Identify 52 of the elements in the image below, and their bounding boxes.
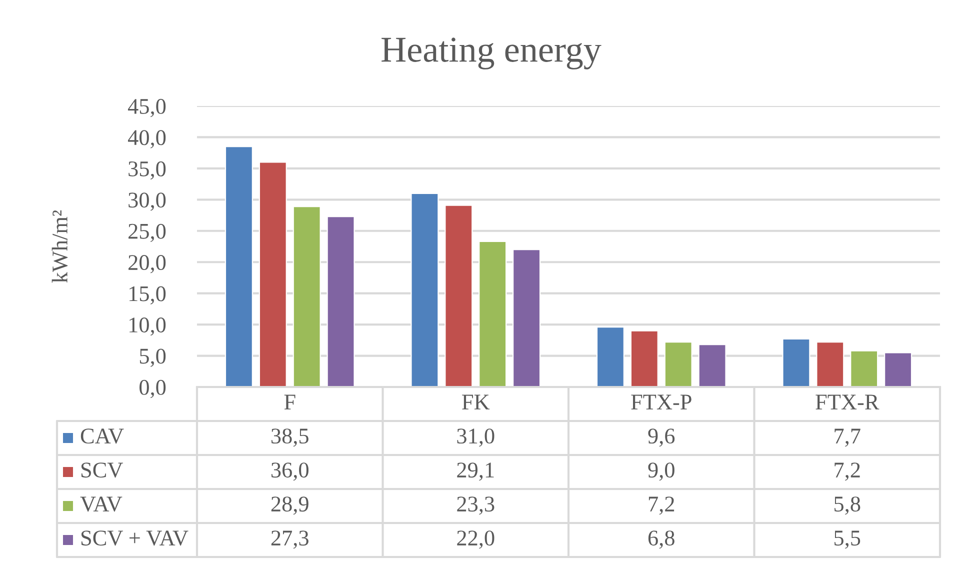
y-tick-label: 15,0 — [130, 286, 166, 304]
y-tick-label: 5,0 — [140, 348, 166, 367]
legend-label: CAV — [80, 428, 124, 444]
data-label: 22,0 — [457, 530, 494, 549]
legend-label: SCV — [81, 462, 123, 478]
data-label: 23,3 — [457, 496, 494, 515]
bar — [596, 326, 624, 387]
data-label: 7,7 — [834, 428, 860, 447]
chart-title: Heating energy — [382, 38, 602, 70]
bar — [224, 146, 253, 387]
y-tick-label: 20,0 — [128, 255, 166, 274]
bar — [630, 330, 658, 387]
y-tick-label: 45,0 — [128, 98, 166, 118]
x-tick-label: FTX-P — [631, 394, 692, 410]
y-axis-title: kWh/m² — [52, 210, 68, 283]
y-tick-label: 0,0 — [140, 380, 166, 398]
bar — [258, 162, 287, 387]
bar — [782, 338, 810, 387]
legend-label: SCV + VAV — [81, 530, 188, 546]
data-label: 31,0 — [457, 428, 494, 447]
data-label: 27,3 — [271, 530, 308, 549]
y-tick-label: 30,0 — [128, 192, 166, 211]
data-label: 7,2 — [834, 462, 860, 481]
bar — [326, 216, 355, 387]
y-tick-label: 25,0 — [128, 224, 166, 242]
y-tick-label: 35,0 — [128, 161, 166, 180]
data-label: 9,0 — [648, 462, 674, 481]
bar — [884, 352, 912, 387]
y-tick-label: 10,0 — [130, 317, 166, 336]
x-tick-label: FK — [462, 394, 490, 410]
data-label: 5,8 — [834, 496, 860, 515]
data-label: 36,0 — [271, 462, 308, 481]
data-label: 38,5 — [271, 428, 308, 447]
bar — [512, 249, 541, 387]
bar — [478, 240, 507, 387]
data-label: 6,8 — [648, 530, 674, 549]
bar — [664, 341, 692, 387]
y-tick-label: 40,0 — [128, 130, 166, 148]
bar — [816, 341, 844, 387]
data-label: 9,6 — [648, 428, 675, 447]
legend-label: VAV — [80, 496, 122, 512]
bar — [292, 206, 321, 387]
x-tick-label: FTX-R — [816, 394, 880, 410]
data-label: 7,2 — [648, 496, 674, 515]
data-label: 5,5 — [834, 530, 860, 549]
bar — [698, 344, 726, 387]
data-label: 28,9 — [271, 496, 308, 515]
bar — [444, 204, 473, 387]
bar — [410, 192, 439, 387]
bar — [850, 350, 878, 387]
data-label: 29,1 — [457, 462, 494, 481]
x-tick-label: F — [284, 394, 296, 410]
